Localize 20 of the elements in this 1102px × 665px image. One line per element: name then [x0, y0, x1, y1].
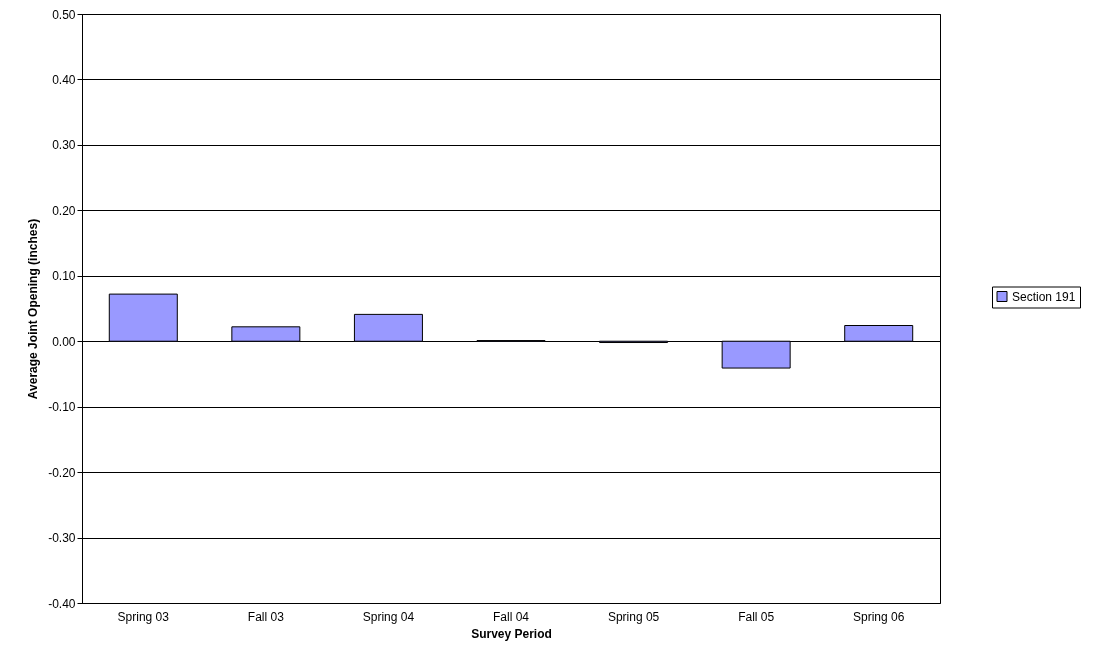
x-tick-label: Fall 05 — [738, 609, 775, 624]
y-tick-label: 0.10 — [52, 269, 76, 284]
x-axis-title: Survey Period — [471, 626, 552, 641]
y-tick-label: 0.20 — [52, 203, 76, 218]
x-tick-label: Fall 04 — [492, 609, 530, 624]
y-tick-label: 0.40 — [52, 72, 76, 87]
y-tick-label: -0.40 — [48, 596, 76, 611]
y-tick-label: 0.30 — [52, 138, 76, 153]
y-tick-label: -0.30 — [48, 531, 76, 546]
x-tick-label: Spring 03 — [117, 609, 170, 624]
x-tick-label: Spring 04 — [362, 609, 415, 624]
x-tick-label: Spring 06 — [853, 609, 905, 624]
x-tick-label: Spring 05 — [607, 609, 660, 624]
y-tick-label: 0.50 — [52, 7, 76, 22]
y-tick-label: 0.00 — [52, 334, 76, 349]
y-tick-label: -0.20 — [48, 465, 76, 480]
x-tick-label: Fall 03 — [247, 609, 285, 624]
y-axis-title: Average Joint Opening (inches) — [26, 218, 41, 400]
y-tick-label: -0.10 — [48, 400, 76, 415]
legend-label: Section 191 — [1012, 289, 1076, 304]
